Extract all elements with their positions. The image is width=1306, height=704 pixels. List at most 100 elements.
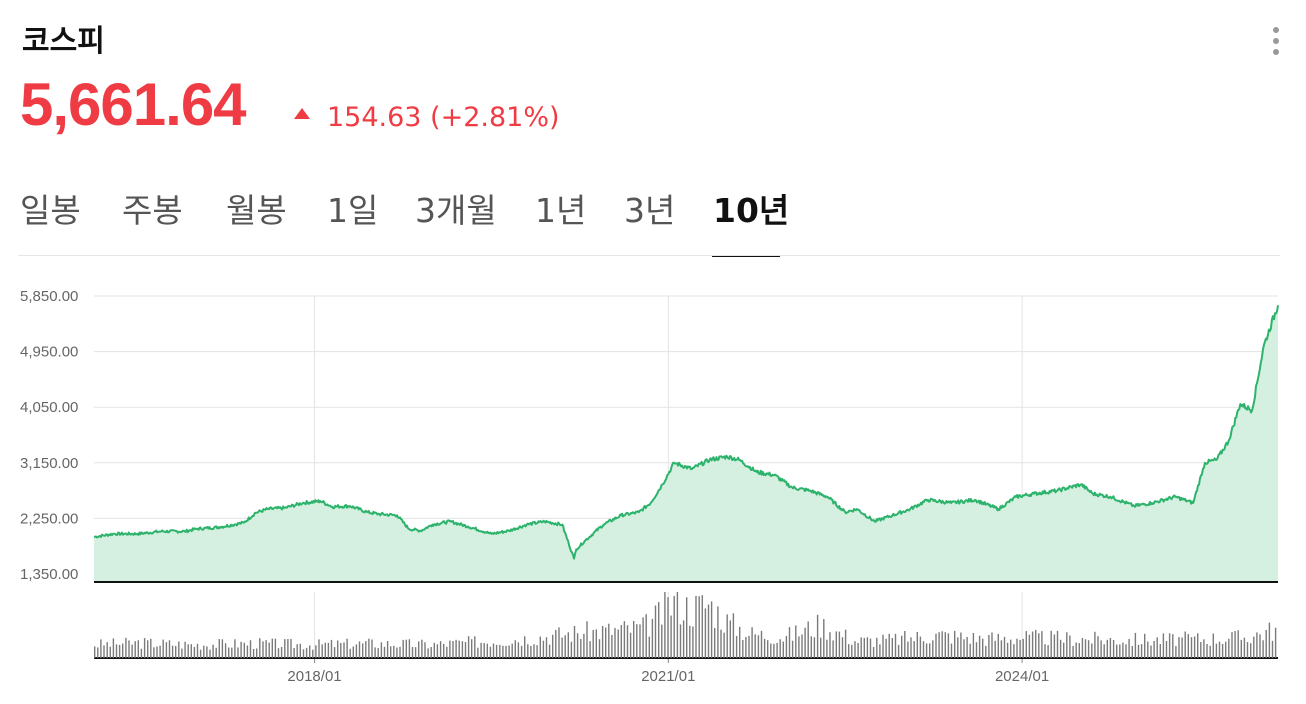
volume-bar — [365, 641, 367, 658]
volume-bar — [925, 643, 928, 658]
volume-bar — [580, 638, 582, 658]
volume-bar — [1006, 642, 1009, 658]
volume-bar — [249, 640, 252, 658]
volume-bar — [601, 626, 604, 658]
tab-1-day[interactable]: 1일 — [327, 191, 379, 230]
volume-bar — [888, 633, 890, 658]
volume-bar — [1025, 631, 1027, 658]
volume-bar — [745, 637, 747, 658]
volume-bar — [838, 631, 841, 658]
volume-bar — [919, 636, 922, 658]
volume-bar — [196, 643, 199, 658]
volume-bar — [284, 639, 286, 658]
volume-bar — [820, 637, 822, 658]
volume-bar — [598, 639, 601, 658]
tab-monthly-candle[interactable]: 월봉 — [226, 191, 287, 230]
volume-bar — [704, 608, 707, 658]
volume-bar — [131, 644, 133, 658]
volume-bar — [991, 632, 993, 658]
volume-bar — [1056, 630, 1059, 658]
volume-bar — [1228, 638, 1230, 658]
volume-bar — [807, 621, 809, 658]
y-tick-label: 3,150.00 — [20, 455, 78, 472]
volume-bar — [427, 648, 429, 658]
volume-bar — [383, 646, 386, 658]
volume-bar — [570, 641, 573, 658]
volume-bar — [483, 643, 485, 658]
volume-bar — [461, 641, 464, 658]
volume-bar — [393, 645, 395, 658]
volume-bar — [1084, 639, 1087, 658]
volume-bar — [645, 614, 647, 658]
volume-bar — [103, 645, 105, 658]
volume-bar — [234, 639, 236, 658]
volume-bar — [950, 643, 953, 658]
volume-bar — [243, 642, 245, 658]
volume-bar — [330, 639, 333, 658]
tab-weekly-candle[interactable]: 주봉 — [122, 191, 183, 230]
tab-daily-candle[interactable]: 일봉 — [20, 191, 81, 230]
tab-1-year[interactable]: 1년 — [535, 191, 587, 230]
active-tab-indicator — [712, 255, 780, 257]
volume-bar — [112, 638, 115, 658]
volume-bar — [885, 638, 887, 658]
volume-bar — [1200, 642, 1202, 658]
more-options-icon[interactable] — [1266, 24, 1286, 58]
tab-3-months[interactable]: 3개월 — [415, 191, 497, 230]
volume-bar — [1137, 644, 1140, 658]
volume-bar — [296, 644, 298, 658]
volume-bar — [1259, 634, 1261, 658]
volume-bar — [654, 605, 657, 658]
volume-bar — [187, 644, 189, 658]
tab-3-years[interactable]: 3년 — [624, 191, 676, 230]
volume-bar — [193, 646, 196, 658]
volume-bar — [377, 648, 379, 658]
volume-bar — [1063, 642, 1065, 658]
volume-bar — [1031, 631, 1034, 658]
volume-bar — [679, 624, 682, 658]
volume-bar — [770, 643, 772, 658]
volume-bar — [115, 644, 118, 658]
volume-bar — [271, 638, 273, 658]
volume-bar — [215, 647, 217, 658]
volume-bar — [682, 620, 685, 658]
volume-bar — [134, 641, 136, 658]
volume-bar — [128, 640, 130, 658]
volume-bar — [901, 635, 903, 658]
volume-bar — [1184, 631, 1186, 658]
volume-bar — [293, 648, 295, 658]
volume-bar — [309, 645, 311, 658]
period-tabs: 일봉 주봉 월봉 1일 3개월 1년 3년 10년 — [0, 180, 1306, 258]
x-tick-label: 2021/01 — [641, 668, 695, 685]
volume-bar — [305, 647, 308, 658]
volume-bar — [221, 639, 224, 658]
volume-bar — [118, 644, 121, 658]
volume-bar — [891, 638, 893, 658]
volume-bar — [414, 647, 417, 658]
volume-bar — [411, 647, 414, 658]
volume-bar — [623, 621, 626, 658]
volume-bar — [178, 641, 180, 658]
volume-bar — [795, 625, 797, 658]
volume-bar — [707, 604, 710, 658]
volume-bar — [710, 601, 713, 658]
volume-bar — [1190, 637, 1193, 658]
volume-bar — [882, 634, 884, 658]
volume-bar — [530, 645, 532, 658]
volume-bar — [629, 632, 632, 658]
volume-bar — [1271, 640, 1274, 658]
volume-bar — [1246, 642, 1249, 658]
volume-bar — [661, 624, 663, 658]
volume-bar — [175, 646, 177, 658]
tab-10-years[interactable]: 10년 — [713, 191, 790, 230]
volume-bar — [386, 641, 389, 658]
volume-bar — [396, 647, 398, 658]
volume-bar — [1097, 636, 1099, 658]
volume-bar — [1044, 644, 1046, 658]
volume-bar — [567, 632, 569, 658]
volume-bar — [664, 592, 666, 658]
volume-bar — [1209, 645, 1211, 658]
volume-bar — [333, 647, 336, 658]
volume-bar — [1066, 632, 1068, 658]
